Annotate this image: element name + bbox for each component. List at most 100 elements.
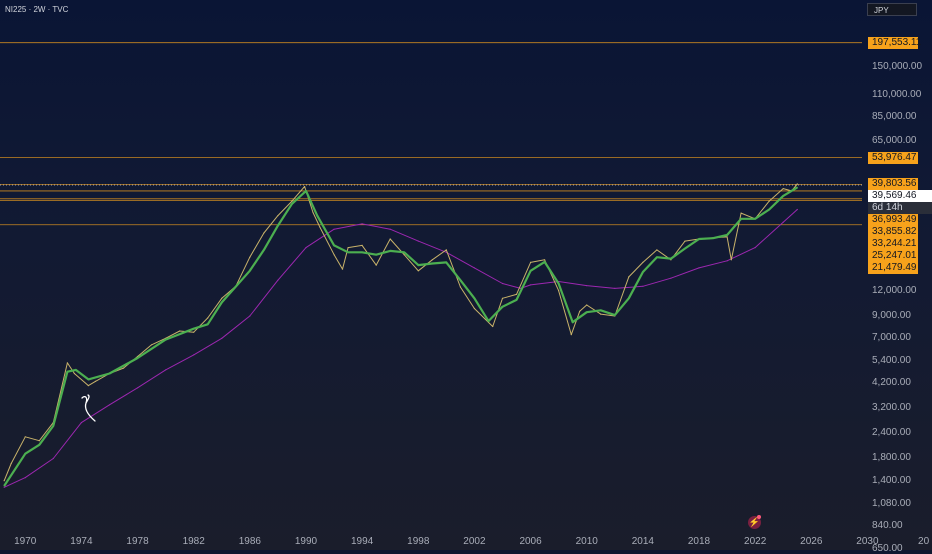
time-tick-label: 1986 — [238, 536, 261, 547]
data-point — [375, 254, 377, 256]
data-point — [642, 261, 644, 263]
level-price-label[interactable]: 33,855.82 — [868, 226, 918, 239]
data-point — [122, 367, 125, 369]
data-point — [361, 251, 363, 253]
data-point — [3, 480, 5, 482]
data-point — [249, 256, 251, 258]
data-point — [87, 378, 89, 380]
data-point — [740, 212, 742, 214]
time-tick-label: 2002 — [463, 536, 486, 547]
data-point — [341, 268, 344, 270]
data-point — [572, 321, 574, 323]
data-point — [782, 188, 784, 190]
data-point — [431, 262, 433, 265]
data-point — [730, 259, 732, 261]
lightning-icon[interactable]: ⚡ — [748, 516, 761, 529]
notification-dot — [757, 515, 761, 519]
data-point — [333, 228, 335, 230]
level-price-label[interactable]: 197,553.11 — [868, 36, 921, 49]
data-point — [796, 208, 798, 211]
data-point — [684, 240, 686, 242]
data-point — [312, 211, 314, 214]
level-price-label[interactable]: 39,569.46 — [868, 190, 932, 203]
data-point — [319, 226, 321, 228]
data-point — [347, 247, 349, 249]
data-point — [586, 285, 588, 287]
time-tick-label: 2006 — [519, 536, 542, 547]
data-point — [291, 203, 293, 205]
data-point — [375, 264, 377, 266]
data-point — [431, 259, 433, 261]
series-line-price — [3, 183, 798, 481]
data-point — [501, 297, 504, 299]
data-point — [628, 297, 630, 299]
price-tick-label: 85,000.00 — [872, 111, 917, 123]
data-point — [698, 238, 700, 240]
data-point — [221, 301, 223, 303]
price-layer — [3, 183, 798, 482]
data-point — [782, 221, 784, 223]
time-tick-label: 2014 — [631, 536, 654, 547]
data-point — [193, 328, 195, 330]
level-price-label[interactable]: 25,247.01 — [868, 250, 918, 263]
data-point — [712, 237, 714, 239]
level-price-label[interactable]: 39,803.56 — [868, 178, 918, 191]
data-point — [137, 357, 139, 359]
level-price-label[interactable]: 36,993.49 — [868, 214, 918, 227]
time-tick-label: 20 — [918, 536, 930, 547]
data-point — [263, 232, 265, 234]
data-point — [87, 385, 89, 387]
data-point — [361, 244, 363, 246]
time-tick-label: 1982 — [182, 536, 205, 547]
data-point — [628, 276, 630, 278]
time-tick-label: 1990 — [294, 536, 318, 547]
price-tick-label: 1,400.00 — [872, 474, 911, 486]
currency-selector[interactable]: JPY — [867, 3, 917, 16]
data-point — [530, 284, 532, 286]
data-point — [80, 422, 82, 424]
data-point — [487, 320, 490, 322]
data-point — [24, 477, 26, 479]
data-point — [305, 247, 307, 249]
price-tick-label: 840.00 — [872, 519, 903, 531]
data-point — [403, 254, 405, 256]
level-price-label[interactable]: 53,976.47 — [868, 151, 918, 164]
data-point — [544, 259, 546, 261]
drawn-arrow-annotation[interactable] — [81, 394, 96, 422]
data-point — [304, 185, 306, 188]
data-point — [316, 215, 318, 217]
data-point — [277, 279, 279, 281]
level-price-label[interactable]: 33,244.21 — [868, 238, 918, 251]
data-point — [263, 249, 265, 251]
data-point — [642, 285, 644, 287]
data-point — [75, 369, 77, 371]
time-tick-label: 1998 — [407, 536, 430, 547]
data-point — [600, 309, 602, 311]
data-point — [740, 218, 742, 220]
data-point — [684, 247, 686, 250]
data-point — [642, 271, 644, 273]
time-tick-label: 1978 — [126, 536, 149, 547]
time-tick-label: 2026 — [800, 536, 823, 547]
data-point — [656, 249, 658, 251]
data-point — [193, 354, 195, 356]
symbol-title[interactable]: NI225 · 2W · TVC — [5, 5, 69, 14]
data-point — [24, 453, 26, 455]
data-point — [579, 310, 581, 312]
data-point — [207, 317, 209, 319]
level-price-label[interactable]: 21,479.49 — [868, 262, 918, 275]
data-point — [3, 485, 5, 487]
data-point — [515, 299, 518, 301]
data-point — [38, 440, 40, 442]
data-point — [249, 315, 251, 317]
data-point — [445, 249, 447, 251]
data-point — [515, 293, 518, 295]
ma-slow-layer — [3, 208, 798, 488]
data-point — [291, 200, 293, 202]
data-point — [66, 371, 68, 373]
data-point — [726, 260, 728, 262]
data-point — [249, 270, 251, 272]
level-price-label[interactable]: 6d 14h — [868, 202, 932, 215]
